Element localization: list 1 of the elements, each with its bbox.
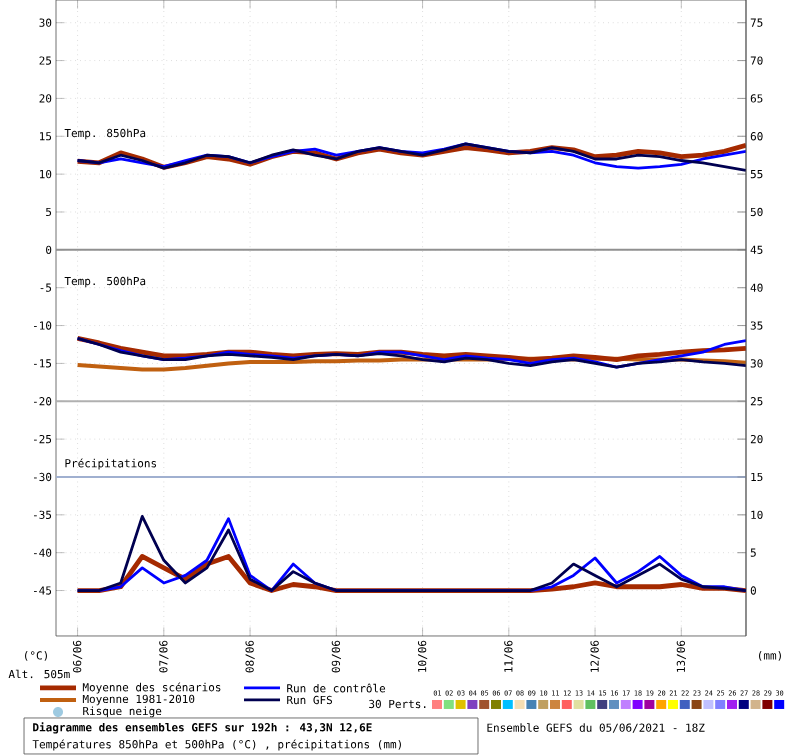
line-series: [75, 336, 746, 363]
